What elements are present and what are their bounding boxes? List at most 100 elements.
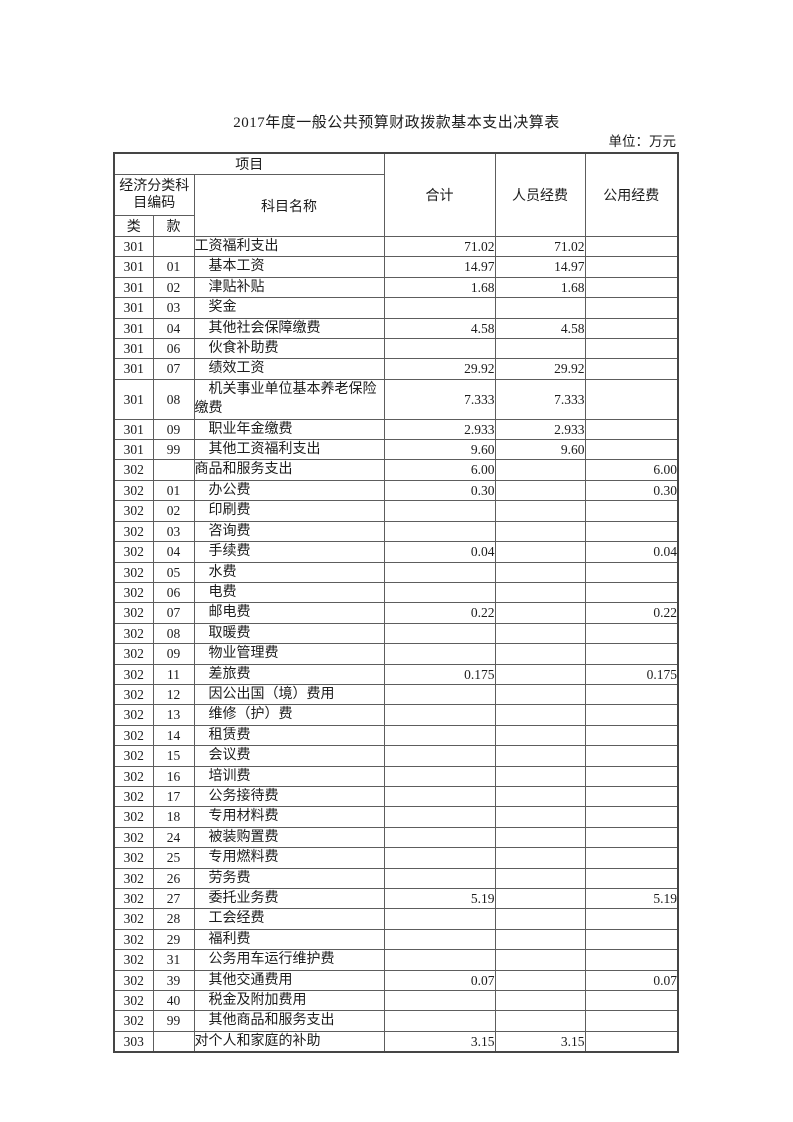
table-row: 302 29 福利费 — [113, 928, 679, 951]
cell-personnel — [494, 847, 586, 869]
cell-section: 18 — [152, 806, 195, 828]
cell-subject-name: 其他工资福利支出 — [193, 439, 385, 461]
cell-total: 71.02 — [383, 235, 496, 258]
cell-subject-name: 取暖费 — [193, 622, 385, 645]
cell-total — [383, 847, 496, 869]
cell-total — [383, 806, 496, 828]
table-row: 302 商品和服务支出 6.00 6.00 — [113, 459, 679, 481]
cell-section: 99 — [152, 439, 195, 461]
cell-section: 09 — [152, 418, 195, 441]
cell-class: 302 — [113, 1010, 154, 1032]
cell-subject-name: 办公费 — [193, 479, 385, 502]
cell-class: 302 — [113, 867, 154, 890]
cell-class: 302 — [113, 602, 154, 624]
cell-public — [584, 704, 679, 726]
cell-class: 301 — [113, 235, 154, 258]
cell-personnel: 2.933 — [494, 418, 586, 441]
cell-personnel — [494, 745, 586, 767]
cell-class: 302 — [113, 704, 154, 726]
cell-section: 09 — [152, 643, 195, 665]
cell-public — [584, 297, 679, 319]
table-row: 301 04 其他社会保障缴费 4.58 4.58 — [113, 317, 679, 340]
cell-public — [584, 826, 679, 849]
cell-section: 06 — [152, 338, 195, 360]
cell-subject-name: 基本工资 — [193, 256, 385, 278]
cell-section: 11 — [152, 663, 195, 685]
cell-public: 0.22 — [584, 602, 679, 624]
cell-class: 302 — [113, 745, 154, 767]
cell-total — [383, 724, 496, 747]
cell-class: 302 — [113, 806, 154, 828]
cell-personnel — [494, 826, 586, 849]
table-row: 302 15 会议费 — [113, 745, 679, 767]
cell-personnel — [494, 990, 586, 1012]
cell-subject-name: 租赁费 — [193, 724, 385, 747]
header-total: 合计 — [383, 152, 496, 237]
cell-subject-name: 专用燃料费 — [193, 847, 385, 869]
cell-class: 301 — [113, 418, 154, 441]
cell-class: 301 — [113, 256, 154, 278]
cell-public — [584, 785, 679, 808]
table-row: 302 09 物业管理费 — [113, 643, 679, 665]
cell-personnel: 29.92 — [494, 358, 586, 380]
cell-total — [383, 338, 496, 360]
cell-subject-name: 工会经费 — [193, 908, 385, 930]
cell-section: 05 — [152, 561, 195, 583]
cell-section: 04 — [152, 317, 195, 340]
cell-section: 01 — [152, 256, 195, 278]
cell-class: 302 — [113, 520, 154, 543]
cell-total: 7.333 — [383, 378, 496, 420]
cell-total — [383, 561, 496, 583]
cell-public — [584, 643, 679, 665]
cell-section: 28 — [152, 908, 195, 930]
cell-personnel — [494, 602, 586, 624]
table-row: 301 06 伙食补助费 — [113, 338, 679, 360]
cell-class: 302 — [113, 724, 154, 747]
cell-total — [383, 683, 496, 706]
cell-public — [584, 1010, 679, 1032]
cell-personnel — [494, 643, 586, 665]
cell-section: 03 — [152, 520, 195, 543]
table-row: 301 09 职业年金缴费 2.933 2.933 — [113, 418, 679, 441]
header-project: 项目 — [113, 152, 385, 175]
cell-public — [584, 256, 679, 278]
header-row-project: 项目 合计 人员经费 公用经费 — [113, 152, 679, 237]
table-row: 302 14 租赁费 — [113, 724, 679, 747]
table-row: 302 26 劳务费 — [113, 867, 679, 890]
table-row: 302 13 维修（护）费 — [113, 704, 679, 726]
table-row: 302 06 电费 — [113, 581, 679, 604]
cell-personnel — [494, 683, 586, 706]
cell-public — [584, 990, 679, 1012]
cell-subject-name: 商品和服务支出 — [193, 459, 385, 481]
table-row: 302 18 专用材料费 — [113, 806, 679, 828]
table-row: 302 01 办公费 0.30 0.30 — [113, 479, 679, 502]
cell-total — [383, 745, 496, 767]
cell-public: 0.04 — [584, 541, 679, 563]
table-row: 302 28 工会经费 — [113, 908, 679, 930]
cell-personnel: 4.58 — [494, 317, 586, 340]
header-subject-name: 科目名称 — [193, 174, 385, 237]
cell-class: 302 — [113, 826, 154, 849]
cell-class: 302 — [113, 581, 154, 604]
cell-class: 303 — [113, 1030, 154, 1053]
table-row: 302 17 公务接待费 — [113, 785, 679, 808]
cell-class: 301 — [113, 378, 154, 420]
cell-total: 14.97 — [383, 256, 496, 278]
cell-total: 0.07 — [383, 969, 496, 992]
cell-personnel — [494, 704, 586, 726]
table-header: 项目 合计 人员经费 公用经费 经济分类科目编码 科目名称 类 款 — [113, 152, 679, 237]
cell-total — [383, 643, 496, 665]
cell-personnel — [494, 908, 586, 930]
cell-personnel — [494, 520, 586, 543]
cell-class: 302 — [113, 622, 154, 645]
cell-public — [584, 358, 679, 380]
table-row: 301 08 机关事业单位基本养老保险缴费 7.333 7.333 — [113, 378, 679, 420]
table-row: 301 99 其他工资福利支出 9.60 9.60 — [113, 439, 679, 461]
cell-total — [383, 1010, 496, 1032]
cell-public — [584, 745, 679, 767]
cell-class: 301 — [113, 276, 154, 299]
cell-personnel — [494, 479, 586, 502]
table-row: 301 03 奖金 — [113, 297, 679, 319]
cell-total: 0.30 — [383, 479, 496, 502]
cell-total: 4.58 — [383, 317, 496, 340]
